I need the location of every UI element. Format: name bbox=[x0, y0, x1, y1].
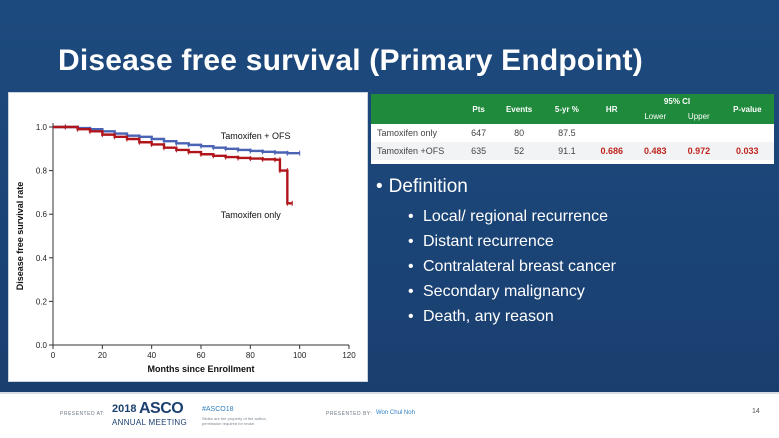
x-tick-label: 40 bbox=[147, 351, 156, 360]
cell-pts: 635 bbox=[463, 142, 495, 160]
cell-pvalue bbox=[720, 124, 774, 142]
definition-list: • Local/ regional recurrence • Distant rec… bbox=[408, 204, 616, 329]
x-tick-label: 120 bbox=[342, 351, 356, 360]
results-table: Pts Events 5-yr % HR 95% CI P-value Lowe… bbox=[371, 94, 774, 160]
cell-arm: Tamoxifen +OFS bbox=[371, 142, 463, 160]
cell-ci-upper bbox=[677, 124, 721, 142]
x-axis-title: Months since Enrollment bbox=[147, 364, 254, 374]
cell-pts: 647 bbox=[463, 124, 495, 142]
annual-meeting-label: ANNUAL MEETING bbox=[112, 418, 188, 427]
list-item: • Local/ regional recurrence bbox=[408, 204, 616, 229]
cell-5yr: 91.1 bbox=[543, 142, 590, 160]
series-label-tamoxifen-ofs: Tamoxifen + OFS bbox=[221, 131, 291, 141]
cell-ci-lower: 0.483 bbox=[633, 142, 678, 160]
col-header-pvalue: P-value bbox=[720, 94, 774, 124]
x-tick-label: 20 bbox=[98, 351, 107, 360]
table-row: Tamoxifen only 647 80 87.5 bbox=[371, 124, 774, 142]
y-tick-label: 1.0 bbox=[36, 123, 48, 132]
bullet-icon: • bbox=[408, 258, 414, 275]
y-tick-label: 0.6 bbox=[36, 210, 48, 219]
col-header-5yr: 5-yr % bbox=[543, 94, 590, 124]
list-item: • Distant recurrence bbox=[408, 229, 616, 254]
col-header-pts: Pts bbox=[463, 94, 495, 124]
col-header-hr: HR bbox=[589, 94, 634, 124]
series-label-tamoxifen-only: Tamoxifen only bbox=[221, 210, 282, 220]
km-chart-panel: 0 20 40 60 80 100 120 0.0 0.2 0.4 0.6 0.8 1.0 Months… bbox=[8, 92, 368, 382]
hashtag-link[interactable]: #ASCO18 bbox=[202, 406, 234, 413]
presenter-name: Won Chul Noh bbox=[376, 410, 415, 416]
asco-logo: ASCO bbox=[139, 400, 184, 417]
col-header-arm bbox=[371, 94, 463, 124]
cell-events: 80 bbox=[494, 124, 544, 142]
bullet-icon: • bbox=[408, 208, 414, 225]
table-row: Tamoxifen +OFS 635 52 91.1 0.686 0.483 0… bbox=[371, 142, 774, 160]
x-tick-label: 0 bbox=[51, 351, 56, 360]
x-tick-label: 100 bbox=[293, 351, 307, 360]
col-header-ci-upper: Upper bbox=[677, 109, 721, 124]
y-tick-label: 0.8 bbox=[36, 167, 48, 176]
y-tick-label: 0.4 bbox=[36, 254, 48, 263]
col-header-events: Events bbox=[494, 94, 544, 124]
cell-5yr: 87.5 bbox=[543, 124, 590, 142]
x-tick-label: 80 bbox=[246, 351, 255, 360]
x-tick-label: 60 bbox=[197, 351, 206, 360]
bullet-icon: • bbox=[408, 233, 414, 250]
cell-hr: 0.686 bbox=[589, 142, 634, 160]
y-tick-label: 0.0 bbox=[36, 341, 48, 350]
definition-heading: • Definition bbox=[376, 176, 468, 198]
presented-by-label: PRESENTED BY: bbox=[326, 411, 373, 417]
list-item: • Secondary malignancy bbox=[408, 279, 616, 304]
bullet-icon: • bbox=[376, 176, 383, 197]
chart-series bbox=[53, 124, 301, 206]
results-table-container: Pts Events 5-yr % HR 95% CI P-value Lowe… bbox=[371, 94, 774, 164]
definition-heading-text: Definition bbox=[388, 176, 468, 197]
y-tick-label: 0.2 bbox=[36, 297, 48, 306]
list-item-text: Local/ regional recurrence bbox=[423, 208, 608, 225]
col-header-ci-lower: Lower bbox=[633, 109, 678, 124]
cell-hr bbox=[589, 124, 634, 142]
y-axis-title: Disease free survival rate bbox=[15, 182, 25, 291]
slide-footer: PRESENTED AT: 2018 ASCO ANNUAL MEETING #… bbox=[0, 394, 779, 438]
meeting-year: 2018 bbox=[112, 403, 137, 415]
slide-title: Disease free survival (Primary Endpoint) bbox=[58, 44, 643, 77]
cell-ci-upper: 0.972 bbox=[677, 142, 721, 160]
cell-arm: Tamoxifen only bbox=[371, 124, 463, 142]
permission-note: Slides are the property of the author, p… bbox=[202, 416, 267, 426]
col-header-ci: 95% CI bbox=[633, 94, 721, 109]
list-item-text: Distant recurrence bbox=[423, 233, 554, 250]
page-number: 14 bbox=[752, 408, 760, 415]
bullet-icon: • bbox=[408, 283, 414, 300]
cell-ci-lower bbox=[633, 124, 678, 142]
list-item-text: Secondary malignancy bbox=[423, 283, 585, 300]
cell-events: 52 bbox=[494, 142, 544, 160]
footer-divider bbox=[0, 392, 779, 394]
cell-pvalue: 0.033 bbox=[720, 142, 774, 160]
list-item-text: Death, any reason bbox=[423, 308, 554, 325]
list-item: • Contralateral breast cancer bbox=[408, 254, 616, 279]
chart-axes: 0 20 40 60 80 100 120 0.0 0.2 0.4 0.6 0.8 1.0 bbox=[36, 123, 356, 360]
presented-at-label: PRESENTED AT: bbox=[60, 411, 106, 417]
slide-body: Disease free survival (Primary Endpoint)… bbox=[0, 0, 779, 392]
km-chart: 0 20 40 60 80 100 120 0.0 0.2 0.4 0.6 0.8 1.0 Months… bbox=[15, 123, 356, 374]
list-item: • Death, any reason bbox=[408, 304, 616, 329]
list-item-text: Contralateral breast cancer bbox=[423, 258, 616, 275]
bullet-icon: • bbox=[408, 308, 414, 325]
